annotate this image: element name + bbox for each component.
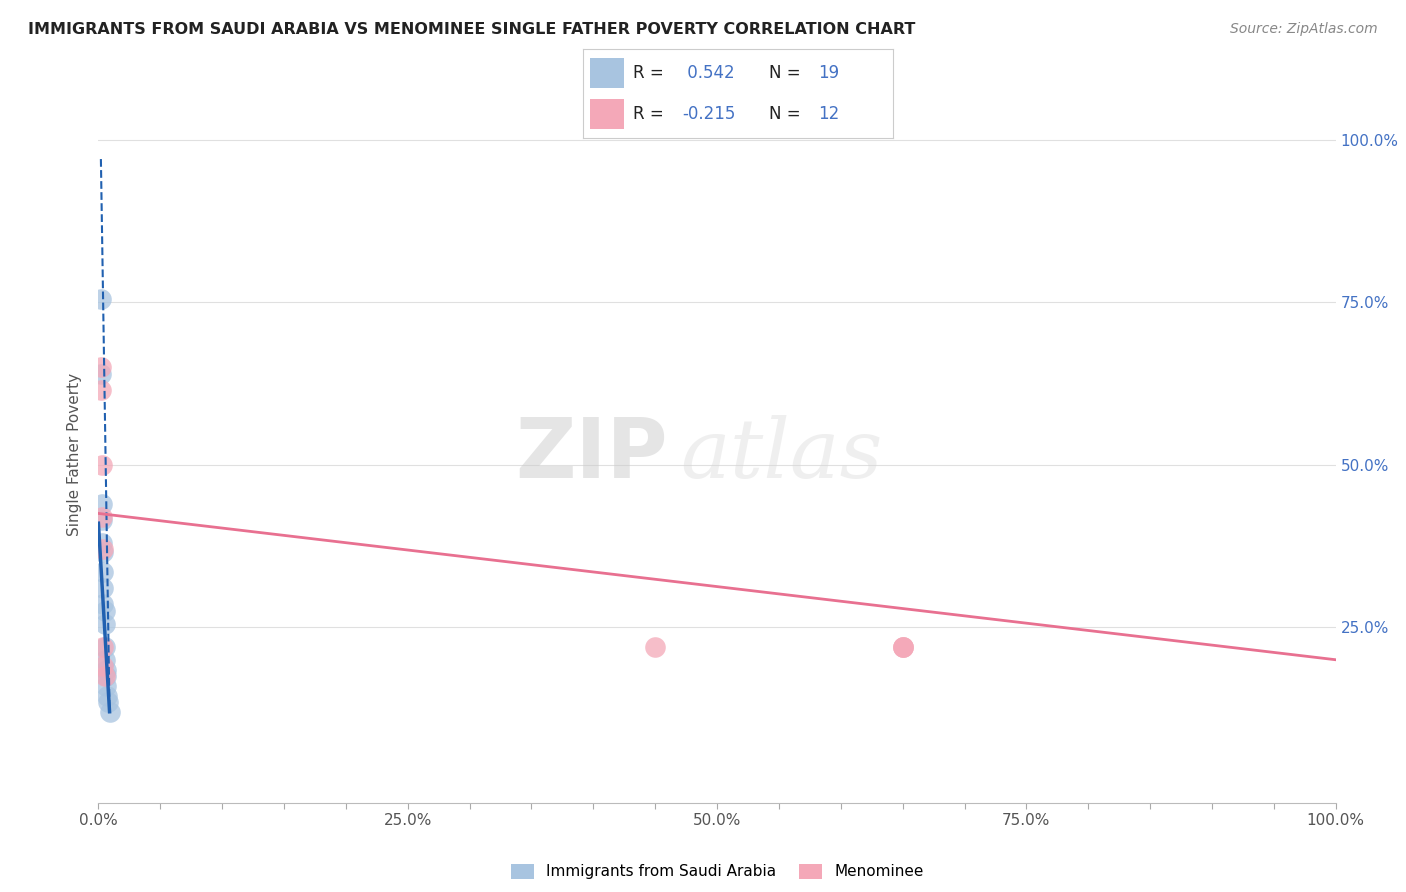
Text: ZIP: ZIP xyxy=(515,415,668,495)
Text: IMMIGRANTS FROM SAUDI ARABIA VS MENOMINEE SINGLE FATHER POVERTY CORRELATION CHAR: IMMIGRANTS FROM SAUDI ARABIA VS MENOMINE… xyxy=(28,22,915,37)
Text: 0.542: 0.542 xyxy=(682,64,735,82)
Point xyxy=(91,535,114,549)
Y-axis label: Single Father Poverty: Single Father Poverty xyxy=(67,374,83,536)
Point xyxy=(93,640,115,654)
Point xyxy=(91,513,114,527)
Point xyxy=(891,640,914,654)
Point xyxy=(93,598,115,612)
Point xyxy=(93,669,115,683)
Point xyxy=(94,669,117,683)
Point xyxy=(94,679,117,693)
Point xyxy=(93,542,115,557)
FancyBboxPatch shape xyxy=(589,58,624,88)
Text: N =: N = xyxy=(769,64,806,82)
Point xyxy=(93,565,115,579)
Point xyxy=(90,367,112,381)
Point xyxy=(90,383,112,397)
Point xyxy=(96,689,118,703)
Point xyxy=(93,640,115,654)
Text: Source: ZipAtlas.com: Source: ZipAtlas.com xyxy=(1230,22,1378,37)
Text: atlas: atlas xyxy=(681,415,883,495)
Text: -0.215: -0.215 xyxy=(682,105,735,123)
Text: N =: N = xyxy=(769,105,806,123)
Point xyxy=(93,545,115,559)
Text: R =: R = xyxy=(633,105,669,123)
Point xyxy=(93,659,115,673)
Point xyxy=(644,640,666,654)
Point xyxy=(97,695,120,709)
Point xyxy=(93,653,115,667)
Text: 19: 19 xyxy=(818,64,839,82)
Point xyxy=(93,604,115,618)
Text: 12: 12 xyxy=(818,105,839,123)
Point xyxy=(98,705,121,719)
Text: R =: R = xyxy=(633,64,669,82)
Point xyxy=(891,640,914,654)
FancyBboxPatch shape xyxy=(589,99,624,129)
Point xyxy=(91,497,114,511)
Point xyxy=(90,292,112,306)
Point xyxy=(891,640,914,654)
Legend: Immigrants from Saudi Arabia, Menominee: Immigrants from Saudi Arabia, Menominee xyxy=(505,857,929,886)
Point xyxy=(90,360,112,375)
Point xyxy=(93,581,115,595)
Point xyxy=(91,509,114,524)
Point xyxy=(91,458,114,472)
Point xyxy=(93,617,115,632)
Point xyxy=(94,663,117,677)
